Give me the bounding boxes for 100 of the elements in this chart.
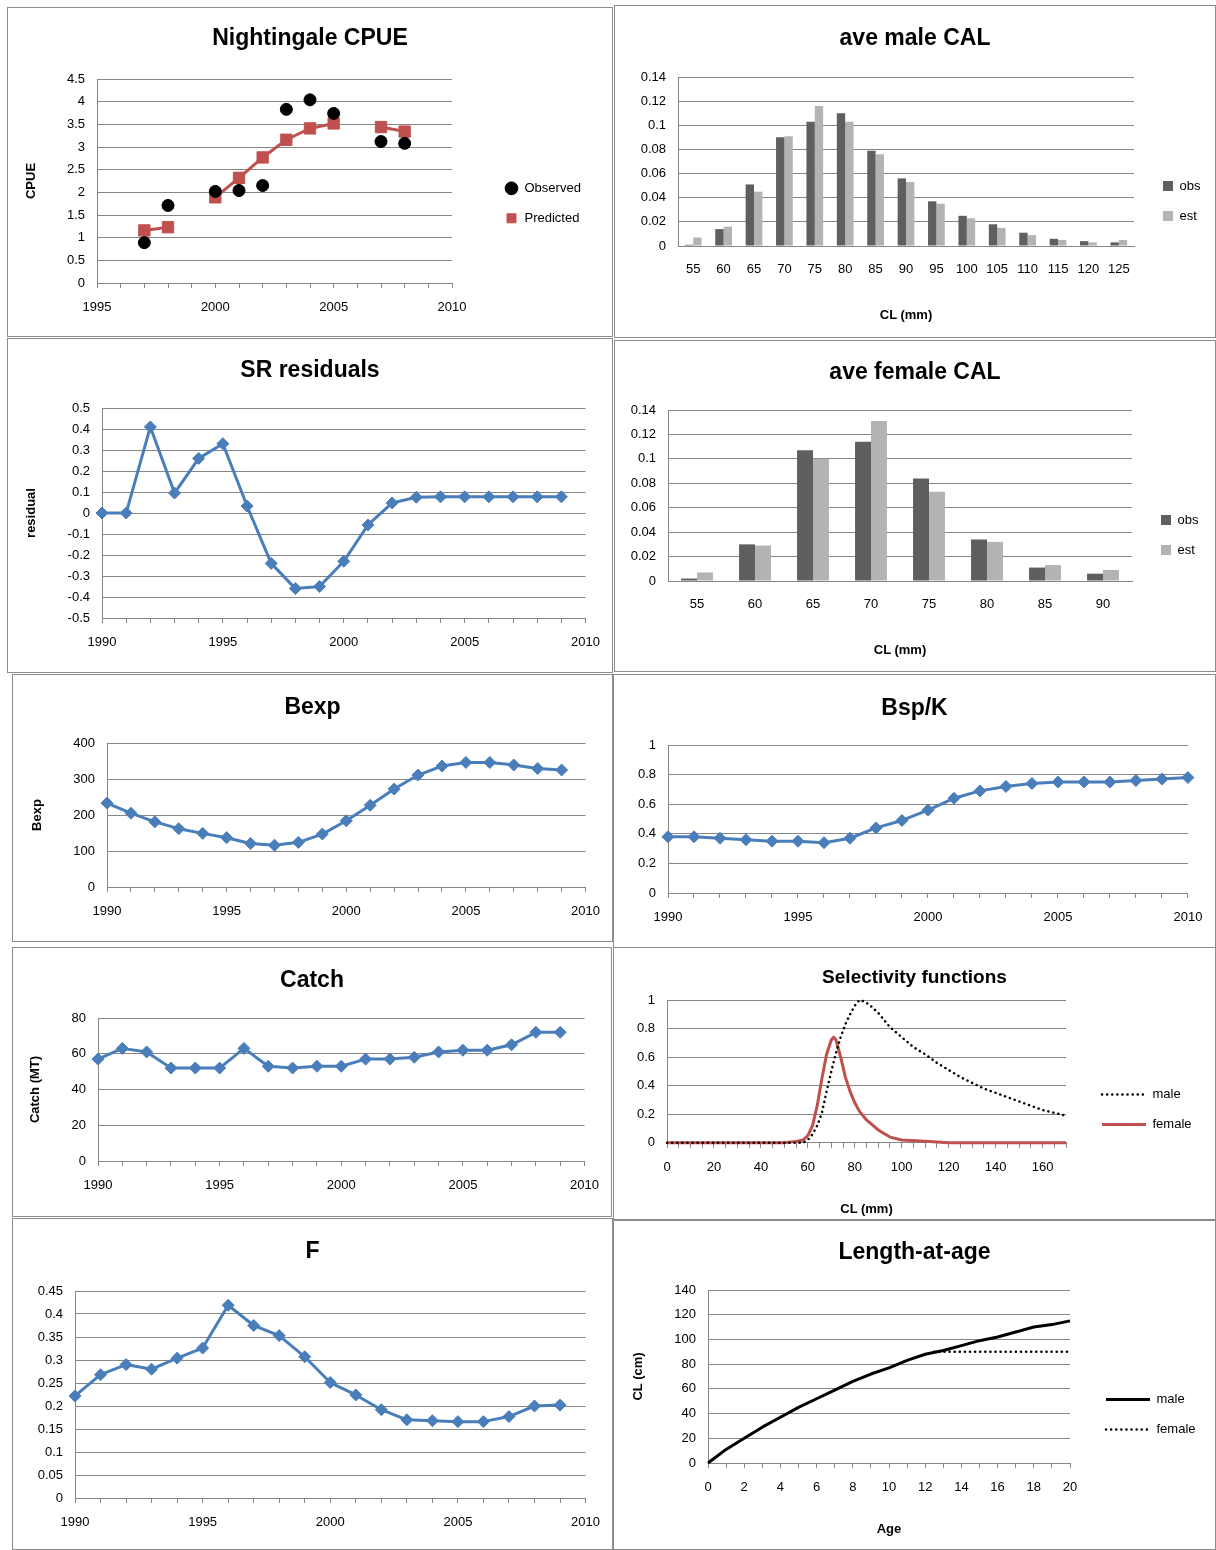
x-tick-label: 160: [1031, 1159, 1054, 1175]
x-tick-label: 2000: [913, 909, 943, 925]
y-tick-label: 60: [71, 1045, 86, 1061]
x-tick-label: 1995: [188, 1514, 218, 1530]
y-tick-label: 0.05: [37, 1466, 63, 1482]
x-tick-label: 1990: [83, 1177, 113, 1193]
y-tick-label: 1: [77, 229, 85, 245]
x-tick-label: 1990: [60, 1514, 90, 1530]
y-tick-label: 0: [55, 1489, 63, 1505]
x-axis-title: CL (mm): [873, 641, 927, 657]
x-tick-label: 80: [837, 261, 853, 277]
x-tick-label: 115: [1047, 261, 1069, 277]
y-tick-label: 1: [648, 736, 656, 752]
x-tick-label: 100: [955, 261, 978, 277]
x-tick-label: 2010: [570, 1177, 599, 1193]
y-tick-label: -0.2: [67, 546, 90, 562]
x-tick-label: 2005: [1043, 909, 1073, 925]
x-tick-label: 85: [1037, 596, 1053, 612]
x-tick-label: 85: [868, 261, 883, 277]
x-tick-label: 2000: [326, 1177, 356, 1193]
y-axis-title: Bexp: [29, 799, 45, 831]
y-tick-label: 80: [71, 1009, 86, 1025]
y-tick-label: 400: [73, 734, 95, 750]
y-tick-label: 0: [688, 1454, 696, 1470]
chart-title: Bsp/K: [881, 694, 949, 721]
x-tick-label: 1995: [783, 909, 813, 925]
y-tick-label: 0: [77, 274, 85, 290]
y-tick-label: -0.1: [67, 525, 90, 541]
y-tick-label: 0.2: [636, 1105, 655, 1121]
x-tick-label: 140: [984, 1159, 1007, 1175]
legend-label: Observed: [524, 179, 581, 195]
y-tick-label: 0.12: [630, 426, 656, 442]
y-tick-label: 0.3: [44, 1351, 63, 1367]
x-tick-label: 80: [979, 596, 995, 612]
y-tick-label: 0: [658, 237, 666, 253]
x-tick-label: 8: [849, 1479, 857, 1495]
y-tick-label: 0.5: [66, 251, 85, 267]
y-axis-title: CPUE: [22, 162, 38, 200]
x-tick-label: 2010: [571, 1514, 600, 1530]
x-tick-label: 2010: [571, 903, 600, 919]
x-tick-label: 90: [1095, 596, 1111, 612]
y-tick-label: 0.2: [71, 462, 90, 478]
y-tick-label: 4: [77, 93, 85, 109]
x-tick-label: 65: [805, 596, 821, 612]
legend-label: obs: [1177, 511, 1199, 527]
legend-label: est: [1179, 207, 1198, 223]
x-tick-label: 12: [917, 1479, 933, 1495]
x-tick-label: 60: [716, 261, 731, 277]
chart-title: Length-at-age: [838, 1238, 991, 1265]
x-tick-label: 1995: [212, 903, 242, 919]
y-tick-label: 4.5: [66, 70, 85, 86]
y-tick-label: 0.06: [640, 165, 666, 181]
y-tick-label: 0.06: [630, 499, 656, 515]
y-tick-label: 2.5: [66, 161, 85, 177]
x-tick-label: 40: [753, 1159, 769, 1175]
y-tick-label: 0.04: [630, 523, 656, 539]
x-tick-label: 1995: [208, 634, 238, 650]
y-tick-label: 0.45: [37, 1282, 63, 1298]
y-tick-label: 0.3: [71, 441, 90, 457]
y-tick-label: 0.2: [44, 1397, 63, 1413]
x-tick-label: 80: [847, 1159, 862, 1175]
y-axis-title: Catch (MT): [27, 1055, 43, 1124]
x-tick-label: 1990: [87, 634, 117, 650]
chart-title: Nightingale CPUE: [212, 24, 408, 51]
y-tick-label: 0.35: [37, 1328, 63, 1344]
y-tick-label: 100: [674, 1331, 696, 1347]
x-tick-label: 16: [990, 1479, 1005, 1495]
y-tick-label: 0.5: [71, 399, 90, 415]
chart-title: Selectivity functions: [822, 966, 1007, 988]
x-tick-label: 2000: [331, 903, 361, 919]
legend-label: est: [1177, 541, 1196, 557]
x-tick-label: 60: [747, 596, 763, 612]
y-tick-label: 0: [647, 1134, 655, 1150]
x-tick-label: 2005: [451, 903, 481, 919]
y-tick-label: 0.15: [37, 1420, 63, 1436]
x-tick-label: 2010: [437, 299, 467, 315]
x-tick-label: 65: [746, 261, 762, 277]
y-tick-label: 40: [681, 1405, 696, 1421]
x-tick-label: 18: [1026, 1479, 1042, 1495]
y-tick-label: 0.1: [637, 450, 656, 466]
x-tick-label: 75: [807, 261, 823, 277]
legend-label: Predicted: [524, 209, 580, 225]
x-tick-label: 14: [954, 1479, 969, 1495]
x-axis-title: CL (mm): [879, 306, 933, 322]
y-tick-label: 0.6: [637, 795, 656, 811]
chart-title: ave female CAL: [829, 358, 1001, 385]
x-tick-label: 2010: [571, 634, 600, 650]
x-tick-label: 90: [898, 261, 914, 277]
y-tick-label: 2: [77, 183, 85, 199]
y-tick-label: 120: [674, 1306, 696, 1322]
x-tick-label: 20: [1062, 1479, 1078, 1495]
y-tick-label: 60: [681, 1380, 696, 1396]
y-tick-label: 300: [73, 770, 95, 786]
y-tick-label: 0: [648, 884, 656, 900]
x-tick-label: 2000: [315, 1514, 345, 1530]
y-tick-label: 0.02: [640, 213, 666, 229]
x-tick-label: 120: [937, 1159, 960, 1175]
x-tick-label: 1990: [92, 903, 122, 919]
y-tick-label: -0.5: [67, 609, 90, 625]
y-tick-label: 0.08: [630, 474, 656, 490]
